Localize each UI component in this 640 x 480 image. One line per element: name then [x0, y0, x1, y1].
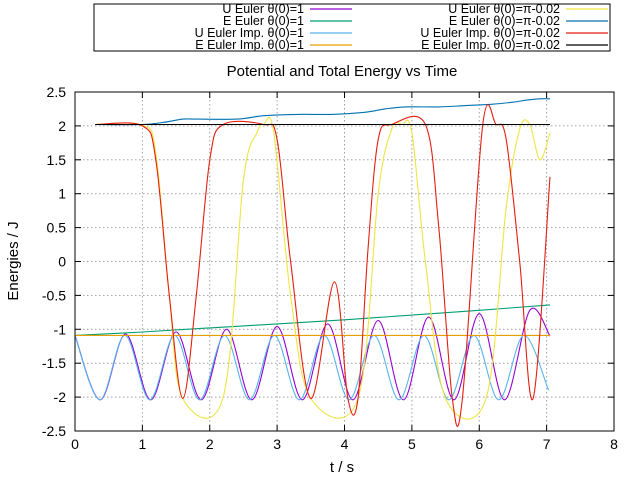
grid: [75, 92, 614, 431]
legend-box: [93, 3, 611, 52]
x-tick-label: 1: [138, 436, 146, 452]
y-tick-label: -1: [54, 321, 67, 337]
legend-label: U Euler Imp. θ(0)=1: [195, 26, 304, 40]
y-tick-label: -1.5: [42, 355, 66, 371]
y-axis-label: Energies / J: [5, 221, 22, 300]
legend-label: E Euler Imp. θ(0)=π-0.02: [421, 38, 560, 52]
legend: U Euler θ(0)=1E Euler θ(0)=1U Euler Imp.…: [93, 2, 611, 52]
legend-label: E Euler θ(0)=π-0.02: [449, 14, 560, 28]
x-tick-label: 2: [206, 436, 214, 452]
y-tick-label: 1: [58, 186, 66, 202]
legend-label: U Euler Imp. θ(0)=π-0.02: [420, 26, 560, 40]
x-tick-label: 8: [610, 436, 618, 452]
legend-label: E Euler Imp. θ(0)=1: [195, 38, 304, 52]
x-tick-label: 4: [341, 436, 349, 452]
x-tick-label: 3: [273, 436, 281, 452]
x-axis-label: t / s: [330, 459, 354, 476]
series-group: [74, 98, 551, 427]
y-tick-label: 0: [58, 254, 66, 270]
x-tick-label: 5: [408, 436, 416, 452]
y-tick-label: -2.5: [42, 423, 66, 439]
y-tick-label: 0.5: [47, 220, 67, 236]
series-line-2: [74, 304, 551, 336]
chart-title: Potential and Total Energy vs Time: [227, 63, 458, 80]
x-tick-label: 6: [475, 436, 483, 452]
series-line-3: [74, 334, 550, 401]
series-line-7: [95, 104, 551, 427]
y-tick-label: 1.5: [47, 152, 67, 168]
legend-label: E Euler θ(0)=1: [223, 14, 304, 28]
x-tick-label: 0: [71, 436, 79, 452]
legend-label: U Euler θ(0)=1: [222, 2, 304, 16]
x-tick-label: 7: [543, 436, 551, 452]
y-tick-label: -2: [54, 389, 67, 405]
y-tick-label: 2: [58, 118, 66, 134]
legend-label: U Euler θ(0)=π-0.02: [448, 2, 560, 16]
y-tick-label: -0.5: [42, 287, 66, 303]
series-line-6: [95, 98, 551, 126]
y-tick-label: 2.5: [47, 84, 67, 100]
axes-ticks: 0 1 2 3 4 5 6 7 8 -2.5 -2 -1.5 -1 -0.5 0 0.5 1 1.5 2 2.5: [42, 84, 618, 452]
